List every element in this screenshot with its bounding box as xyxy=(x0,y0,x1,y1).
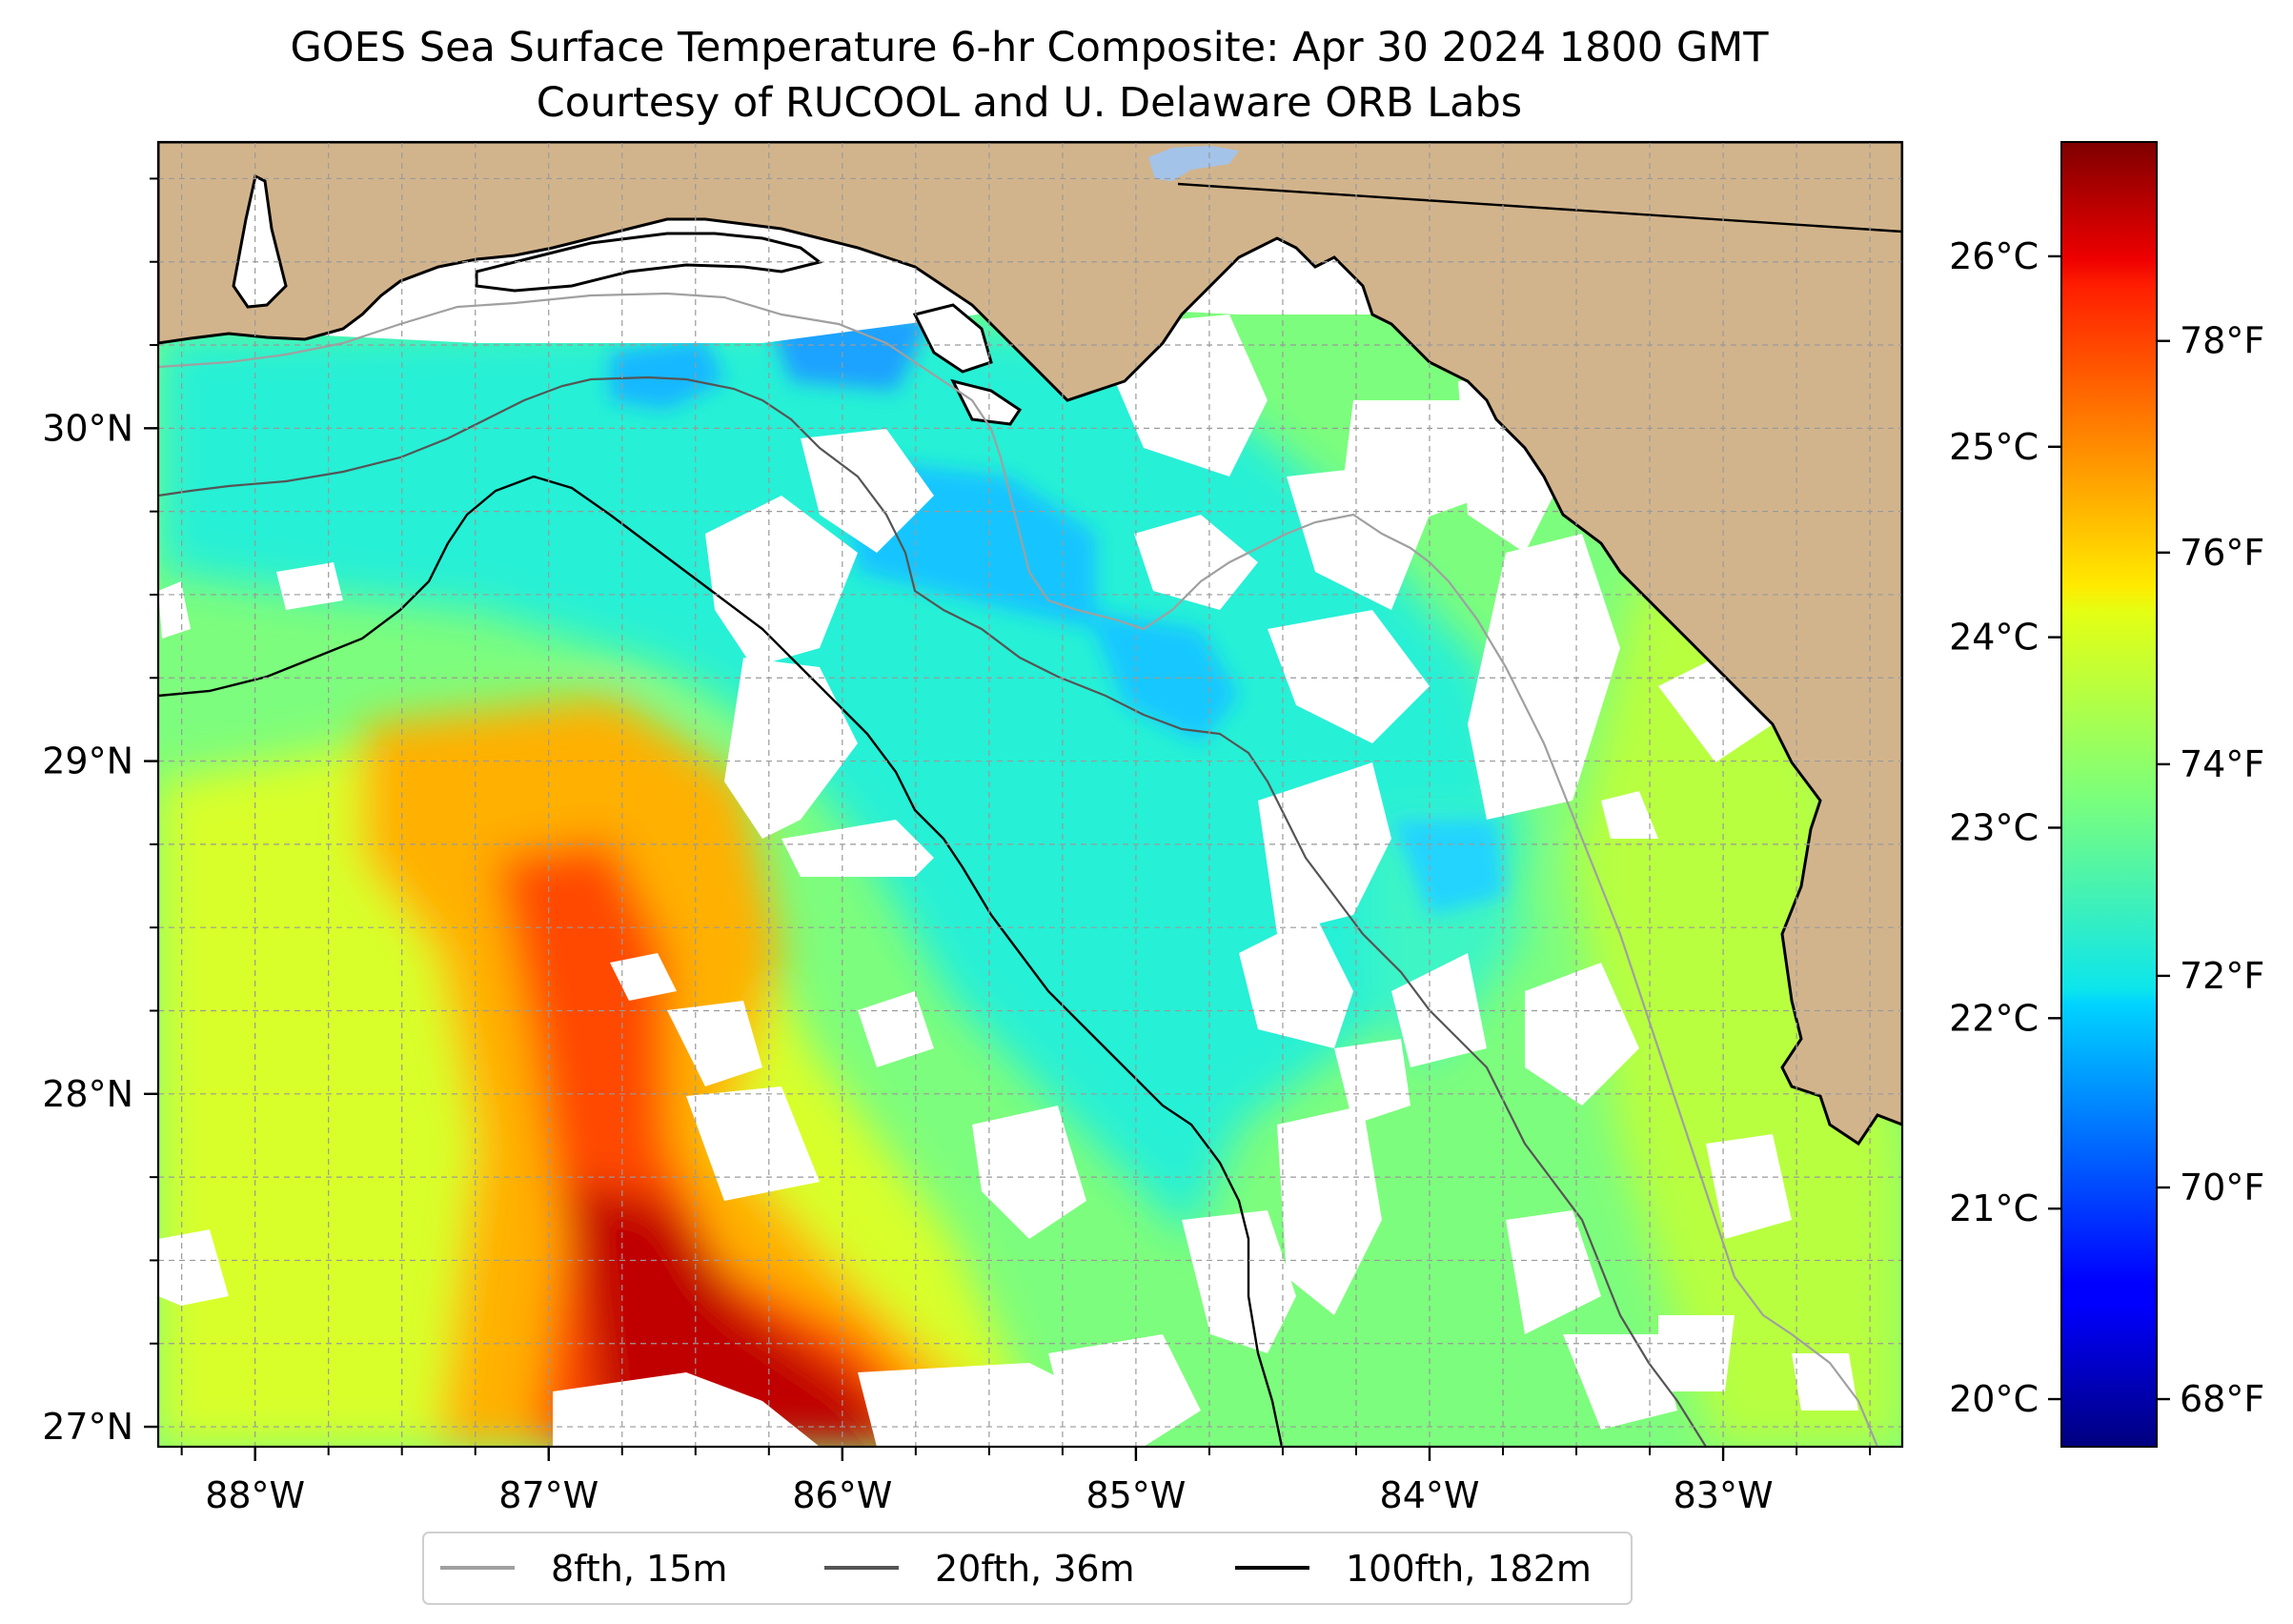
map-panel xyxy=(158,142,1902,1447)
lat-tick-label-2: 29°N xyxy=(42,741,133,782)
colorbar-fahrenheit-axis: 68°F 70°F 72°F 74°F 76°F 78°F xyxy=(2157,320,2264,1420)
lon-tick-label-4: 84°W xyxy=(1380,1474,1480,1516)
map-title-line1: GOES Sea Surface Temperature 6-hr Compos… xyxy=(290,24,1769,71)
state-boundary xyxy=(1177,182,1902,233)
fahrenheit-tick-label-5: 78°F xyxy=(2180,320,2264,362)
colorbar-celsius-axis: 20°C 21°C 22°C 23°C 24°C 25°C 26°C xyxy=(1949,235,2061,1420)
map-frame xyxy=(156,140,1904,1449)
lon-tick-label-1: 87°W xyxy=(498,1474,599,1516)
colorbar-gradient xyxy=(2060,141,2158,1448)
isobath-36m xyxy=(158,376,1707,1447)
celsius-tick-label-5: 25°C xyxy=(1949,426,2039,468)
isobath-182m xyxy=(158,475,1284,1447)
lon-tick-label-3: 85°W xyxy=(1086,1474,1186,1516)
legend-label-36m: 20fth, 36m xyxy=(935,1548,1135,1590)
fahrenheit-tick-label-4: 76°F xyxy=(2180,532,2264,574)
isobath-legend: 8fth, 15m 20fth, 36m 100fth, 182m xyxy=(422,1532,1633,1605)
lat-tick-label-3: 30°N xyxy=(42,407,133,449)
fahrenheit-tick-label-1: 70°F xyxy=(2180,1167,2264,1208)
fahrenheit-tick-label-3: 74°F xyxy=(2180,743,2264,785)
legend-box xyxy=(422,1532,1633,1605)
lat-tick-label-0: 27°N xyxy=(42,1406,133,1448)
celsius-tick-label-3: 23°C xyxy=(1949,806,2039,848)
lon-tick-label-2: 86°W xyxy=(792,1474,892,1516)
inland-waters xyxy=(232,173,288,309)
celsius-tick-label-1: 21°C xyxy=(1949,1188,2039,1229)
lake xyxy=(1148,146,1239,181)
isobath-15m xyxy=(158,292,1879,1447)
legend-label-15m: 8fth, 15m xyxy=(551,1548,727,1590)
fahrenheit-tick-label-0: 68°F xyxy=(2180,1378,2264,1420)
lon-tick-label-0: 88°W xyxy=(205,1474,305,1516)
celsius-tick-label-2: 22°C xyxy=(1949,997,2039,1039)
lon-tick-label-5: 83°W xyxy=(1674,1474,1774,1516)
colorbar: 20°C 21°C 22°C 23°C 24°C 25°C 26°C 68°F 70°F 72°… xyxy=(1949,141,2264,1448)
land-mass xyxy=(158,142,1902,1147)
gridlines xyxy=(158,142,1902,1447)
celsius-tick-label-4: 24°C xyxy=(1949,617,2039,659)
fahrenheit-tick-label-2: 72°F xyxy=(2180,955,2264,997)
longitude-axis: 88°W 87°W 86°W 85°W 84°W 83°W xyxy=(180,1447,1872,1516)
celsius-tick-label-0: 20°C xyxy=(1949,1378,2039,1420)
lat-tick-label-1: 28°N xyxy=(42,1073,133,1115)
legend-label-182m: 100fth, 182m xyxy=(1346,1548,1592,1590)
map-title-line2: Courtesy of RUCOOL and U. Delaware ORB L… xyxy=(537,79,1522,127)
celsius-tick-label-6: 26°C xyxy=(1949,235,2039,277)
latitude-axis: 27°N 28°N 29°N 30°N xyxy=(42,177,158,1448)
